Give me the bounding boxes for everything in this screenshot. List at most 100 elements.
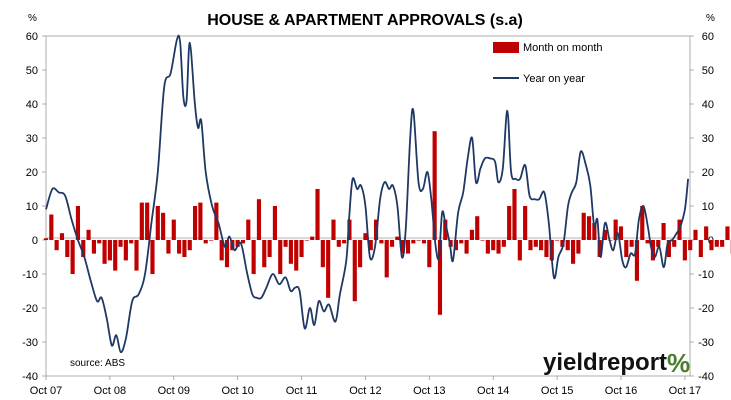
- mom-bar: [720, 240, 725, 247]
- mom-bar: [203, 240, 208, 244]
- mom-bar: [326, 240, 331, 298]
- mom-bar: [198, 202, 203, 240]
- mom-bar: [304, 240, 309, 241]
- mom-bar: [75, 206, 81, 240]
- mom-bar: [107, 240, 112, 261]
- mom-bar: [618, 226, 624, 240]
- mom-bar: [570, 240, 576, 264]
- mom-bar: [523, 206, 528, 240]
- yoy-line: [45, 34, 689, 354]
- mom-bar: [437, 240, 443, 315]
- mom-bars: [43, 131, 731, 315]
- mom-bar: [539, 240, 544, 251]
- x-tick-label: Oct 16: [605, 385, 637, 397]
- legend-label-yoy: Year on year: [523, 73, 585, 85]
- mom-bar: [581, 212, 586, 240]
- right-tick-label: -10: [698, 269, 714, 281]
- mom-bar: [283, 240, 288, 247]
- mom-bar: [59, 233, 65, 240]
- left-tick-label: 40: [26, 99, 38, 111]
- mom-bar: [49, 214, 54, 240]
- mom-bar: [682, 240, 687, 261]
- mom-bar: [432, 131, 437, 240]
- mom-bar: [91, 240, 96, 254]
- mom-bar: [272, 206, 277, 240]
- mom-bar: [43, 238, 49, 240]
- left-tick-label: -30: [22, 337, 38, 349]
- right-tick-label: 50: [702, 65, 714, 77]
- left-tick-label: 10: [26, 201, 38, 213]
- mom-bar: [192, 206, 198, 240]
- mom-bar: [358, 240, 363, 268]
- mom-bar: [714, 240, 719, 247]
- x-tick-label: Oct 12: [349, 385, 381, 397]
- mom-bar: [177, 240, 182, 254]
- mom-bar: [405, 240, 411, 254]
- x-tick-label: Oct 14: [477, 385, 509, 397]
- x-tick-label: Oct 10: [221, 385, 253, 397]
- mom-bar: [224, 240, 230, 268]
- mom-bar: [485, 240, 490, 254]
- mom-bar: [576, 240, 581, 254]
- mom-bar: [278, 240, 283, 274]
- mom-bar: [352, 240, 357, 302]
- mom-bar: [443, 219, 448, 240]
- mom-bar: [336, 240, 341, 247]
- mom-bar: [54, 240, 59, 251]
- x-tick-label: Oct 13: [413, 385, 445, 397]
- mom-bar: [256, 199, 262, 240]
- mom-bar: [113, 240, 118, 271]
- right-tick-label: -30: [698, 337, 714, 349]
- mom-bar: [650, 240, 655, 261]
- right-tick-label: 40: [702, 99, 714, 111]
- mom-bar: [310, 236, 315, 240]
- x-tick-label: Oct 09: [158, 385, 190, 397]
- mom-bar: [464, 240, 469, 254]
- x-axis-ticks: Oct 07 Oct 08 Oct 09 Oct 10 Oct 11 Oct 12 Oct …: [30, 376, 701, 397]
- left-tick-label: 0: [32, 235, 38, 247]
- x-tick-label: Oct 17: [669, 385, 701, 397]
- right-tick-label: -40: [698, 371, 714, 383]
- yoy-line-group: [45, 34, 689, 354]
- x-tick-label: Oct 08: [94, 385, 126, 397]
- mom-bar: [528, 240, 533, 251]
- mom-bar: [97, 240, 102, 244]
- right-tick-label: 60: [702, 31, 714, 43]
- mom-bar: [640, 206, 645, 240]
- mom-bar: [469, 229, 474, 240]
- mom-bar: [586, 216, 592, 240]
- right-tick-label: 10: [702, 201, 714, 213]
- mom-bar: [161, 212, 166, 240]
- mom-bar: [139, 202, 144, 240]
- mom-bar: [400, 240, 405, 254]
- left-axis-ticks: 60 50 40 30 20 10 0 -10 -20 -30 -40: [22, 31, 46, 383]
- mom-bar: [299, 240, 304, 257]
- left-tick-label: 50: [26, 65, 38, 77]
- mom-bar: [182, 240, 187, 257]
- left-tick-label: 20: [26, 167, 38, 179]
- x-tick-label: Oct 07: [30, 385, 62, 397]
- mom-bar: [363, 233, 368, 240]
- mom-bar: [688, 240, 693, 251]
- mom-bar: [145, 202, 150, 240]
- mom-bar: [416, 240, 421, 241]
- mom-bar: [453, 240, 459, 251]
- mom-bar: [666, 240, 671, 257]
- mom-bar: [544, 240, 549, 257]
- mom-bar: [208, 240, 214, 241]
- mom-bar: [613, 219, 618, 240]
- mom-bar: [656, 240, 661, 247]
- mom-bar: [123, 240, 128, 261]
- right-tick-label: 30: [702, 133, 714, 145]
- x-tick-label: Oct 11: [286, 385, 318, 397]
- source-note: source: ABS: [70, 358, 125, 369]
- mom-bar: [347, 219, 352, 240]
- mom-bar: [629, 240, 634, 247]
- left-tick-label: -40: [22, 371, 38, 383]
- left-tick-label: -10: [22, 269, 38, 281]
- mom-bar: [320, 240, 325, 268]
- brand-percent-icon: %: [667, 348, 690, 378]
- mom-bar: [725, 226, 730, 240]
- mom-bar: [592, 223, 597, 240]
